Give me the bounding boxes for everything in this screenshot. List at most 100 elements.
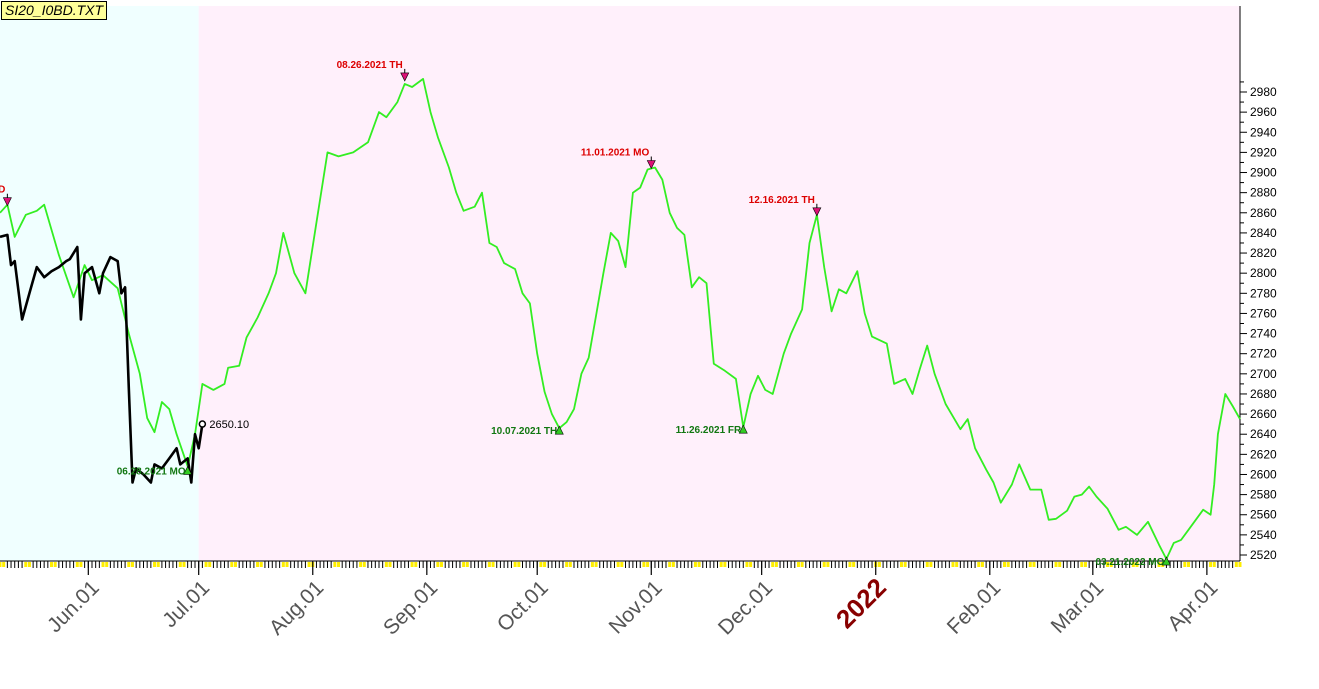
weekend-marker bbox=[646, 562, 650, 567]
x-axis-labels: Jun.01 Jul.01 Aug.01 Sep.01 Oct.01 Nov.01 Dec.… bbox=[43, 561, 1222, 640]
weekend-marker bbox=[749, 562, 753, 567]
weekend-marker bbox=[517, 562, 521, 567]
weekend-marker bbox=[24, 562, 28, 567]
y-tick-label: 2700 bbox=[1250, 367, 1277, 381]
weekend-marker bbox=[462, 562, 466, 567]
weekend-marker bbox=[1058, 562, 1062, 567]
peak-label: D bbox=[0, 185, 5, 196]
weekend-marker bbox=[848, 562, 852, 567]
peak-marker bbox=[2, 197, 12, 207]
peak-marker bbox=[812, 207, 822, 217]
weekend-marker bbox=[903, 562, 907, 567]
weekend-marker bbox=[410, 562, 414, 567]
weekend-marker bbox=[182, 562, 186, 567]
y-axis-ticks: 2520 2540 2560 2580 2600 2620 2640 2660 2680 2700… bbox=[1240, 81, 1277, 562]
weekend-marker bbox=[565, 562, 569, 567]
weekend-marker bbox=[105, 562, 109, 567]
weekend-marker bbox=[1028, 562, 1032, 567]
y-tick-label: 2600 bbox=[1250, 467, 1277, 481]
peak-label: 12.16.2021 TH bbox=[749, 195, 815, 206]
weekend-marker bbox=[27, 562, 31, 567]
peak-marker bbox=[646, 160, 656, 170]
weekend-marker bbox=[491, 562, 495, 567]
x-axis-day-ticks bbox=[0, 561, 1242, 568]
trough-marker bbox=[183, 465, 193, 475]
weekend-marker bbox=[75, 562, 79, 567]
trough-label: 10.07.2021 TH bbox=[491, 426, 557, 437]
weekend-marker bbox=[616, 562, 620, 567]
x-tick-label: Feb.01 bbox=[943, 576, 1006, 639]
weekend-marker bbox=[307, 562, 311, 567]
weekend-marker bbox=[771, 562, 775, 567]
x-tick-label: Dec.01 bbox=[714, 576, 777, 639]
y-tick-label: 2680 bbox=[1250, 387, 1277, 401]
weekend-marker bbox=[826, 562, 830, 567]
trough-marker bbox=[1161, 556, 1171, 566]
trough-label: 06.28.2021 MO bbox=[117, 466, 186, 477]
weekend-marker bbox=[800, 562, 804, 567]
weekend-marker bbox=[1135, 562, 1139, 567]
weekend-marker bbox=[208, 562, 212, 567]
weekend-marker bbox=[745, 562, 749, 567]
y-tick-label: 2780 bbox=[1250, 286, 1277, 300]
weekend-marker bbox=[852, 562, 856, 567]
y-tick-label: 2920 bbox=[1250, 145, 1277, 159]
weekend-marker bbox=[333, 562, 337, 567]
x-tick-label: Apr.01 bbox=[1163, 576, 1222, 635]
x-tick-label: Aug.01 bbox=[265, 576, 328, 639]
weekend-marker bbox=[436, 562, 440, 567]
x-tick-label: Jun.01 bbox=[43, 576, 104, 637]
weekend-marker bbox=[543, 562, 547, 567]
weekend-marker bbox=[1209, 562, 1213, 567]
x-tick-label: Nov.01 bbox=[605, 576, 667, 638]
weekend-marker bbox=[156, 562, 160, 567]
weekend-marker bbox=[539, 562, 543, 567]
trough-marker bbox=[738, 424, 748, 434]
weekend-marker bbox=[1109, 562, 1113, 567]
trough-label: 03.21.2022 MO bbox=[1095, 557, 1164, 568]
weekend-marker bbox=[1183, 562, 1187, 567]
weekend-marker bbox=[668, 562, 672, 567]
y-tick-label: 2720 bbox=[1250, 347, 1277, 361]
weekend-marker bbox=[1212, 562, 1216, 567]
y-tick-label: 2520 bbox=[1250, 548, 1277, 562]
y-tick-label: 2760 bbox=[1250, 306, 1277, 320]
trough-label: 11.26.2021 FR bbox=[676, 425, 742, 436]
weekend-marker bbox=[590, 562, 594, 567]
weekend-marker bbox=[0, 562, 2, 567]
weekend-marker bbox=[53, 562, 57, 567]
weekend-marker bbox=[384, 562, 388, 567]
weekend-marker bbox=[256, 562, 260, 567]
y-tick-label: 2940 bbox=[1250, 125, 1277, 139]
weekend-marker bbox=[723, 562, 727, 567]
weekend-marker bbox=[1032, 562, 1036, 567]
weekend-marker bbox=[1080, 562, 1084, 567]
weekend-marker bbox=[1083, 562, 1087, 567]
x-tick-label: Jul.01 bbox=[158, 576, 214, 632]
weekend-marker bbox=[620, 562, 624, 567]
weekend-marker bbox=[487, 562, 491, 567]
y-tick-label: 2640 bbox=[1250, 427, 1277, 441]
y-tick-label: 2740 bbox=[1250, 327, 1277, 341]
x-tick-label: Sep.01 bbox=[379, 576, 442, 639]
weekend-marker bbox=[1054, 562, 1058, 567]
actual-price-line bbox=[0, 233, 204, 484]
weekend-marker bbox=[568, 562, 572, 567]
weekend-marker bbox=[1234, 562, 1238, 567]
peak-marker bbox=[400, 72, 410, 82]
y-tick-label: 2660 bbox=[1250, 407, 1277, 421]
y-tick-label: 2620 bbox=[1250, 447, 1277, 461]
weekend-marker bbox=[153, 562, 157, 567]
y-tick-label: 2560 bbox=[1250, 508, 1277, 522]
forecast-line bbox=[0, 78, 1241, 560]
weekend-marker bbox=[50, 562, 54, 567]
file-name-label: SI20_I0BD.TXT bbox=[1, 1, 108, 20]
weekend-marker bbox=[440, 562, 444, 567]
x-tick-label: Mar.01 bbox=[1047, 576, 1109, 638]
weekend-marker bbox=[925, 562, 929, 567]
weekend-marker bbox=[259, 562, 263, 567]
weekend-marker bbox=[980, 562, 984, 567]
y-tick-label: 2860 bbox=[1250, 206, 1277, 220]
peak-label: 11.01.2021 MO bbox=[581, 147, 650, 158]
